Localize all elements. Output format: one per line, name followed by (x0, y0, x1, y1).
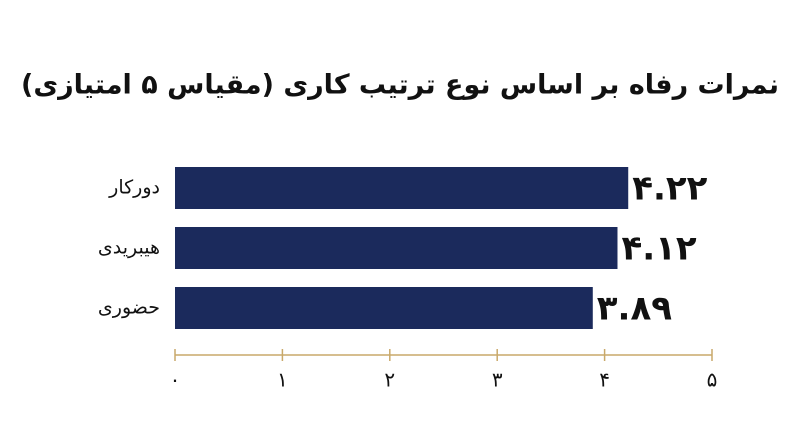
bar (175, 287, 593, 329)
y-tick-label: حضوری (98, 297, 160, 319)
value-label: ۴.۲۲ (632, 169, 707, 209)
x-tick-label: ۰ (170, 368, 181, 392)
value-label: ۳.۸۹ (597, 289, 672, 329)
y-tick-label: دورکار (108, 177, 160, 199)
bar (175, 227, 618, 269)
x-tick-label: ۳ (492, 368, 503, 392)
x-tick-label: ۴ (599, 368, 610, 392)
x-tick-label: ۵ (707, 368, 718, 392)
chart-title: نمرات رفاه بر اساس نوع ترتیب کاری (مقیاس… (21, 70, 779, 101)
x-tick-label: ۱ (277, 368, 288, 392)
value-label: ۴.۱۲ (621, 229, 696, 269)
bar (175, 167, 629, 209)
x-tick-label: ۲ (384, 368, 395, 392)
y-tick-label: هیبریدی (98, 237, 160, 259)
